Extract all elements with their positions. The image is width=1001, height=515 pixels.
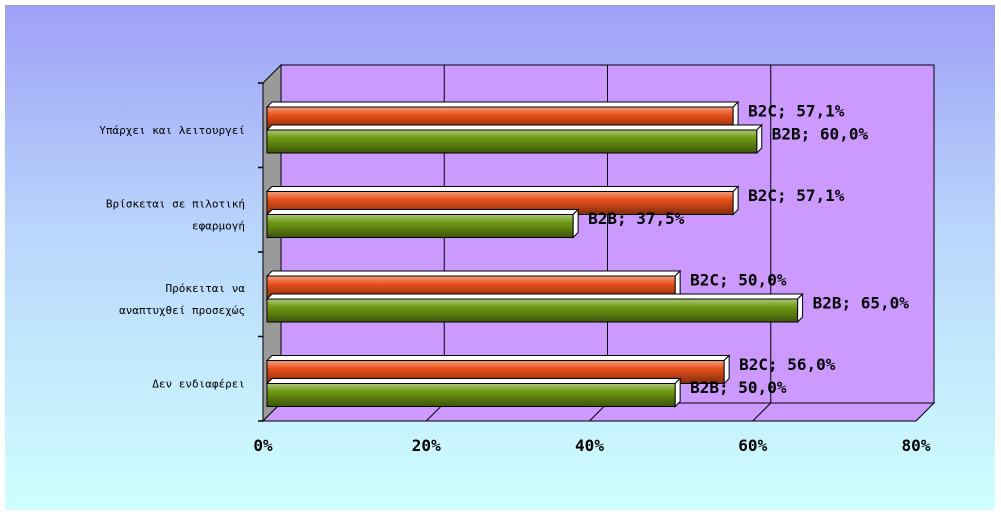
- category-label: εφαρμογή: [192, 220, 245, 233]
- bar-top-b2b: [265, 378, 682, 384]
- bar-top-b2b: [265, 209, 580, 215]
- bar-top-b2c: [265, 270, 682, 277]
- bar-end-b2b: [674, 377, 681, 408]
- x-tick-label: 80%: [902, 436, 931, 455]
- data-label-b2c: B2C; 57,1%: [748, 186, 845, 205]
- bar-b2b: [266, 214, 574, 238]
- bar-b2b: [266, 383, 676, 407]
- bar-top-b2b: [265, 293, 804, 300]
- bar-chart: 0% 20% 40% 60% 80% Υπάρχει και λειτουργεί B2C;…: [99, 63, 936, 455]
- bar-top-b2c: [265, 355, 731, 361]
- data-label-b2b: B2B; 60,0%: [772, 125, 869, 144]
- x-tick-label: 40%: [575, 436, 604, 455]
- x-tick-label: 60%: [738, 436, 767, 455]
- data-label-b2b: B2B; 50,0%: [690, 378, 787, 397]
- bar-top-b2b: [265, 124, 763, 131]
- bar-b2b: [266, 298, 799, 323]
- category-label: Δεν ενδιαφέρει: [152, 378, 245, 391]
- bar-top-b2c: [265, 101, 740, 108]
- bar-end-b2b: [572, 208, 579, 239]
- data-label-b2c: B2C; 57,1%: [748, 102, 845, 121]
- x-tick-label: 0%: [253, 436, 273, 455]
- data-label-b2c: B2C; 56,0%: [739, 355, 836, 374]
- data-label-b2b: B2B; 37,5%: [588, 209, 685, 228]
- bar-end-b2c: [732, 185, 739, 216]
- category-label: Βρίσκεται σε πιλοτική: [106, 198, 245, 211]
- data-label-b2c: B2C; 50,0%: [690, 271, 787, 290]
- x-tick-label: 20%: [412, 436, 441, 455]
- bar-top-b2c: [265, 186, 740, 192]
- chart-background: 0% 20% 40% 60% 80% Υπάρχει και λειτουργεί B2C;…: [5, 5, 995, 510]
- data-label-b2b: B2B; 65,0%: [813, 294, 910, 313]
- category-label: Υπάρχει και λειτουργεί: [99, 124, 245, 137]
- gridline-floor: [752, 402, 772, 422]
- category-label: Πρόκειται να: [166, 282, 246, 295]
- category-label: αναπτυχθεί προσεχώς: [119, 304, 245, 317]
- bar-b2b: [266, 129, 758, 154]
- bar-end-b2b: [797, 292, 804, 324]
- bar-end-b2b: [756, 123, 763, 155]
